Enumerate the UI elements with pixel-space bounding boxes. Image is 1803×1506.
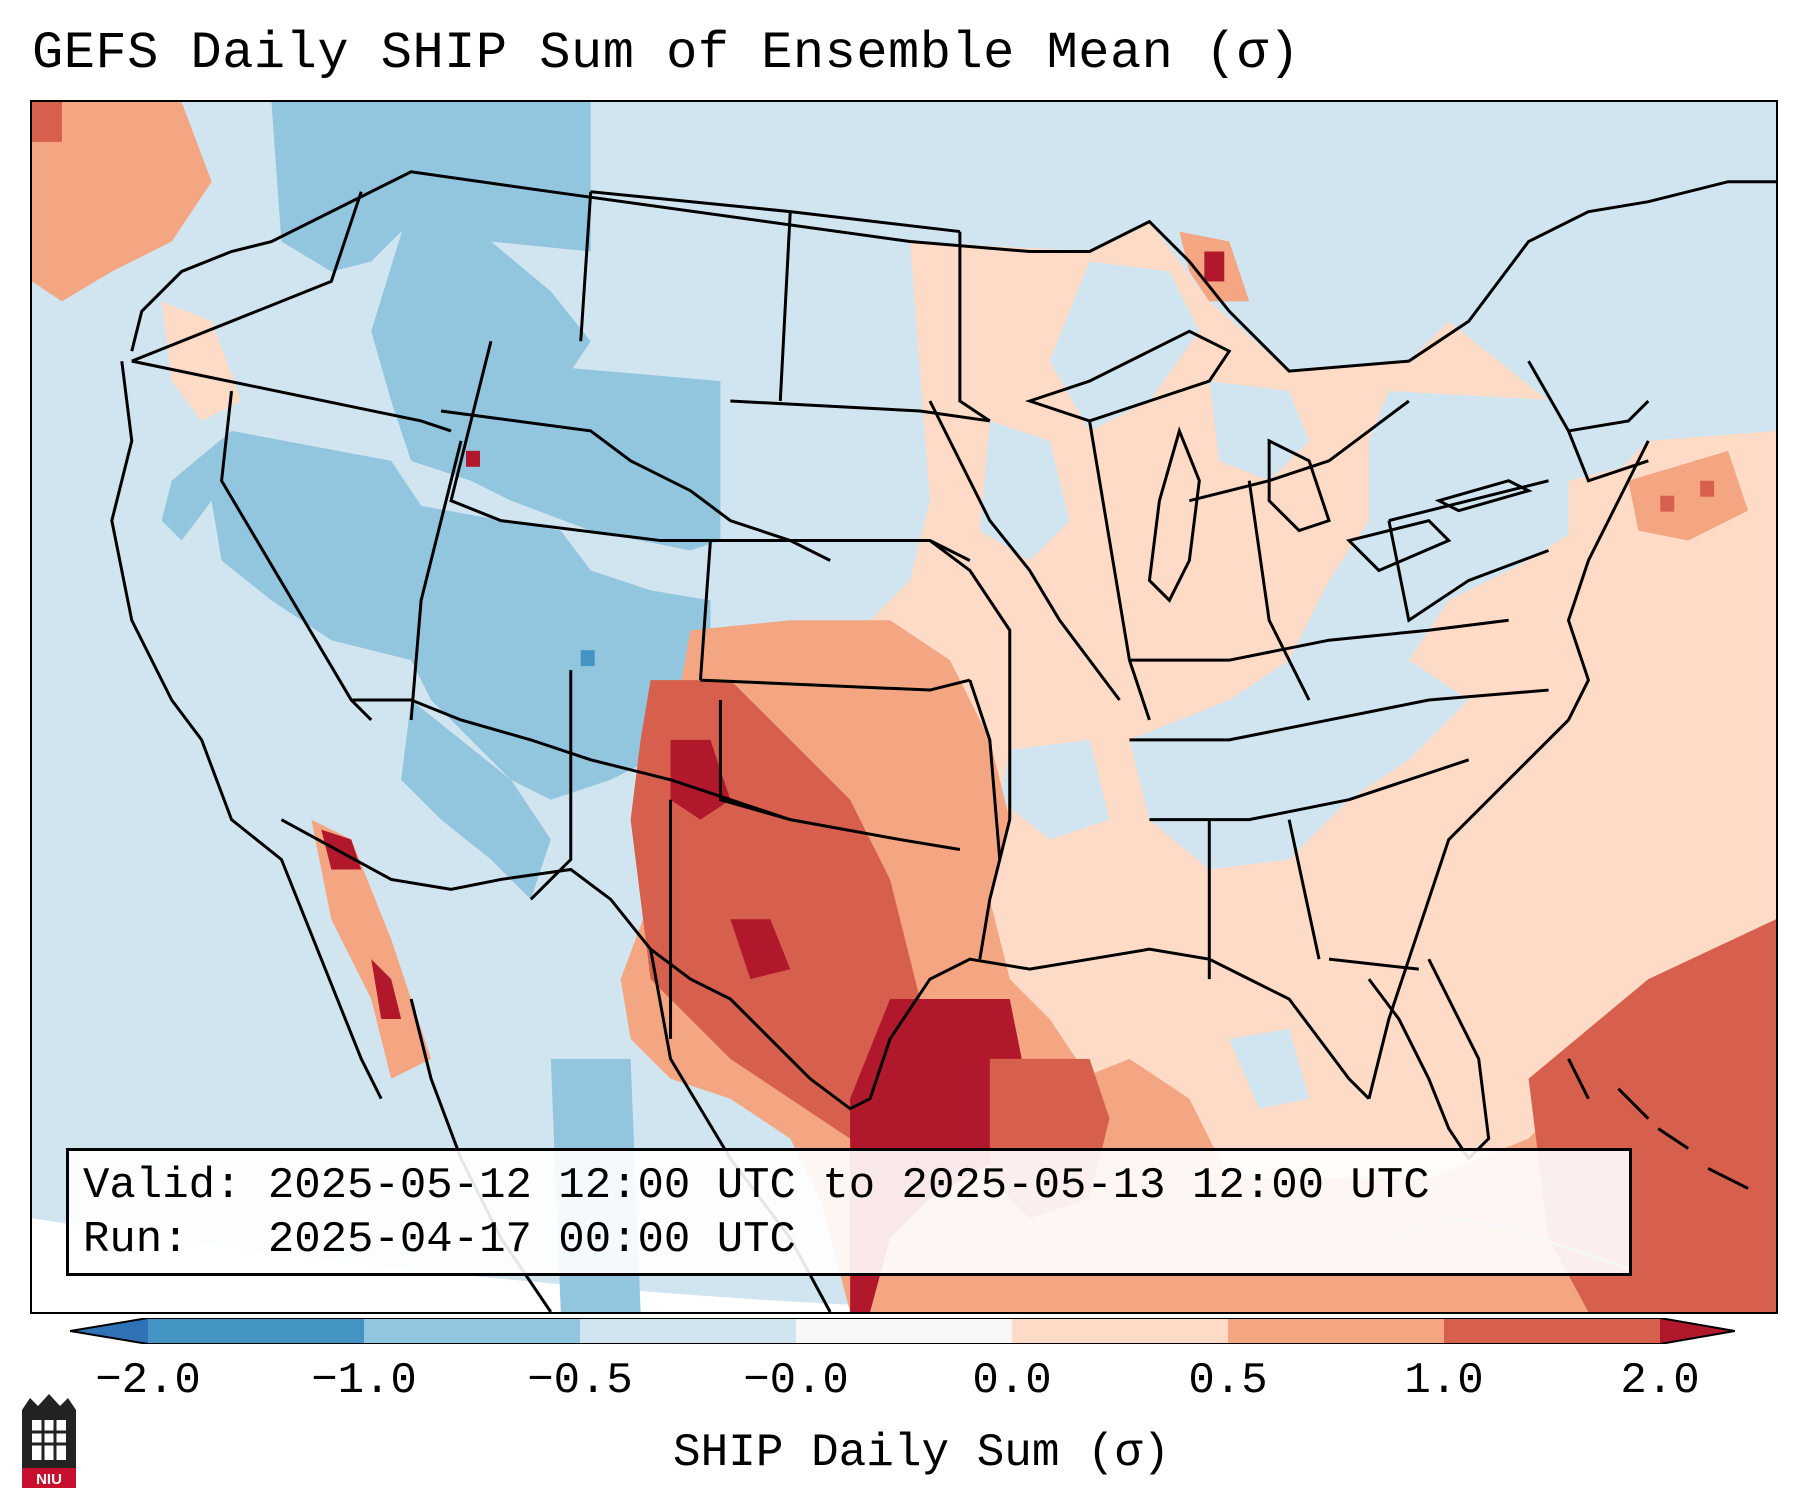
colorbar-tick-label: −0.0 [743,1356,849,1406]
colorbar-bin [364,1318,580,1344]
colorbar-tick-label: −2.0 [95,1356,201,1406]
page-title: GEFS Daily SHIP Sum of Ensemble Mean (σ) [32,24,1301,83]
colorbar-tick-label: 2.0 [1620,1356,1700,1406]
colorbar-label-text: SHIP Daily Sum (σ) [673,1427,1170,1479]
validity-info-box: Valid: 2025-05-12 12:00 UTC to 2025-05-1… [66,1148,1632,1276]
niu-logo: NIU [22,1394,76,1488]
colorbar-tick-label: 0.5 [1188,1356,1268,1406]
colorbar-extend-high [1660,1318,1735,1344]
boundary-lines [110,170,1776,1312]
strong-negative-cell [580,650,595,667]
valid-label: Valid: [83,1161,242,1211]
map-panel [30,100,1778,1314]
colorbar-bin [1012,1318,1228,1344]
colorbar-bin [148,1318,364,1344]
colorbar-bin [796,1318,1012,1344]
colorbar-bin [580,1318,796,1344]
valid-value: 2025-05-12 12:00 UTC to 2025-05-13 12:00… [267,1161,1430,1211]
colorbar-extend-low [70,1318,148,1344]
logo-text: NIU [36,1471,62,1488]
outside-domain-bottom [32,1218,1030,1312]
run-value: 2025-04-17 00:00 UTC [267,1215,796,1265]
colorbar-bin [1228,1318,1444,1344]
colorbar-tick-label: 0.0 [972,1356,1052,1406]
colorbar-label: SHIP Daily Sum (σ) [0,1426,1803,1480]
colorbar-bin [1444,1318,1660,1344]
colorbar-tick-label: 1.0 [1404,1356,1484,1406]
colorbar-tick-label: −0.5 [527,1356,633,1406]
map-svg [32,102,1776,1312]
colorbar [70,1318,1735,1344]
run-label: Run: [83,1215,189,1265]
colorbar-tick-label: −1.0 [311,1356,417,1406]
